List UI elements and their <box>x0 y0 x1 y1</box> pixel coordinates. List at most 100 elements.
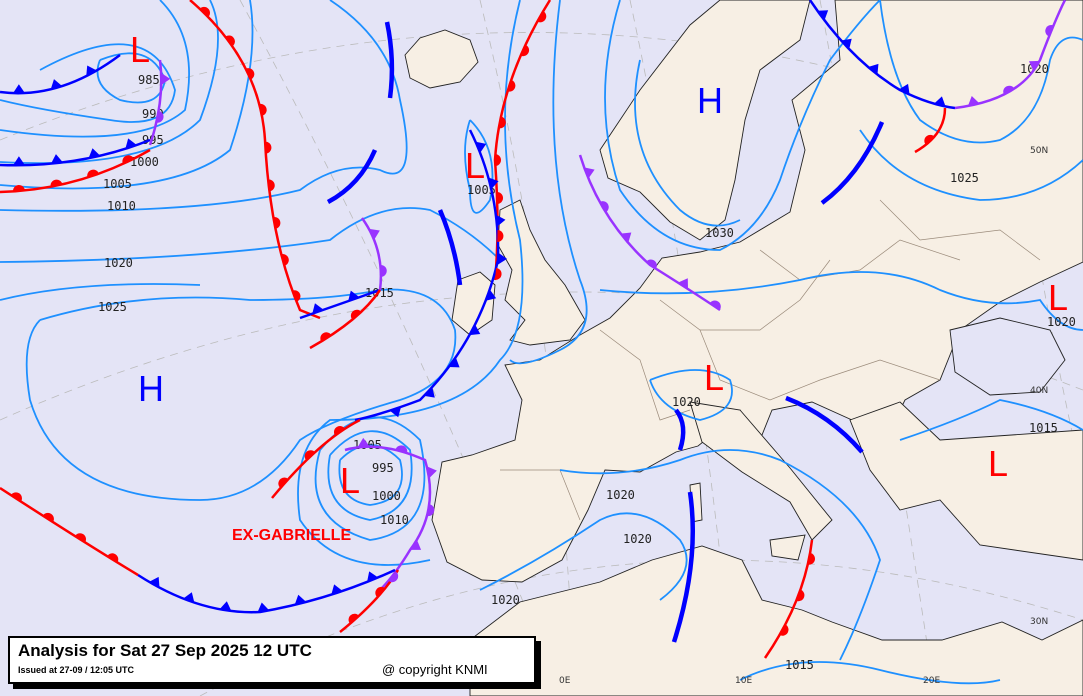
analysis-caption-box: Analysis for Sat 27 Sep 2025 12 UTC Issu… <box>8 636 536 684</box>
isobar-label: 1020 <box>1047 315 1076 329</box>
front-semicircle-symbol <box>388 571 399 583</box>
high-pressure-center: H <box>138 368 164 409</box>
front-semicircle-symbol <box>924 134 935 146</box>
front-semicircle-symbol <box>507 79 516 92</box>
occluded-front <box>360 217 383 291</box>
front-semicircle-symbol <box>496 191 504 204</box>
front-semicircle-symbol <box>199 6 210 18</box>
occluded-front <box>344 445 432 591</box>
front-triangle-symbol <box>677 278 688 290</box>
front-semicircle-symbol <box>395 445 408 453</box>
front-triangle-symbol <box>219 601 232 612</box>
front-triangle-symbol <box>88 148 101 159</box>
front-semicircle-symbol <box>12 185 25 192</box>
front-triangle-symbol <box>424 387 435 398</box>
front-semicircle-symbol <box>156 110 164 123</box>
trough-line <box>326 149 378 204</box>
front-triangle-symbol <box>367 571 379 583</box>
front-triangle-symbol <box>488 177 499 190</box>
low-pressure-center: L <box>704 357 724 398</box>
front-semicircle-symbol <box>498 116 506 129</box>
warm-front <box>763 539 814 659</box>
front-triangle-symbol <box>357 437 370 448</box>
front-triangle-symbol <box>331 584 343 595</box>
trough-line <box>674 408 686 451</box>
front-semicircle-symbol <box>87 169 99 178</box>
front-triangle-symbol <box>1028 60 1040 72</box>
high-pressure-center: H <box>697 80 723 121</box>
front-semicircle-symbol <box>494 154 501 167</box>
front-triangle-symbol <box>86 65 97 77</box>
isobar-label: 1010 <box>107 199 136 213</box>
front-triangle-symbol <box>161 72 171 85</box>
front-semicircle-symbol <box>1003 85 1015 95</box>
isobar-label: 1015 <box>1029 421 1058 435</box>
isobar-label: 1005 <box>467 183 496 197</box>
low-pressure-center: L <box>340 460 360 501</box>
front-triangle-symbol <box>817 10 829 21</box>
front-semicircle-symbol <box>709 300 721 310</box>
front-triangle-symbol <box>475 141 487 153</box>
isobar-label: 985 <box>138 73 160 87</box>
trough-line <box>820 121 885 205</box>
front-triangle-symbol <box>841 38 852 50</box>
front-triangle-symbol <box>868 63 879 75</box>
front-triangle-symbol <box>584 167 595 179</box>
lat-label: 50N <box>1030 146 1048 156</box>
front-semicircle-symbol <box>74 533 86 543</box>
front-semicircle-symbol <box>495 267 502 280</box>
front-triangle-symbol <box>12 84 25 94</box>
front-triangle-symbol <box>12 156 25 166</box>
graticule-labels: 50N 40N 30N 0E 10E 20E <box>559 146 1048 686</box>
front-semicircle-symbol <box>333 426 345 436</box>
front-semicircle-symbol <box>807 552 815 565</box>
trough-line <box>384 21 395 99</box>
front-semicircle-symbol <box>225 35 235 47</box>
front-triangle-symbol <box>294 594 307 605</box>
occluded-front <box>148 59 163 146</box>
trough-line <box>785 395 864 454</box>
warm-front <box>271 418 361 499</box>
isobar-label: 1030 <box>705 226 734 240</box>
warm-front <box>914 107 947 154</box>
lat-label: 40N <box>1030 386 1048 396</box>
lon-label: 0E <box>559 676 571 686</box>
front-semicircle-symbol <box>10 492 22 502</box>
front-triangle-symbol <box>312 303 324 314</box>
front-semicircle-symbol <box>122 155 134 164</box>
sicily <box>769 534 806 561</box>
front-triangle-symbol <box>469 324 481 336</box>
isobar-label: 1000 <box>130 155 159 169</box>
lon-label: 10E <box>735 676 752 686</box>
cold-front <box>137 568 396 614</box>
front-semicircle-symbol <box>497 229 504 242</box>
front-triangle-symbol <box>125 138 137 149</box>
front-triangle-symbol <box>497 252 508 265</box>
isobar-label: 1020 <box>672 395 701 409</box>
front-semicircle-symbol <box>273 217 281 229</box>
front-triangle-symbol <box>426 466 437 479</box>
isobar-label: 1005 <box>103 177 132 191</box>
scandinavia <box>599 0 811 241</box>
balkans-turkey <box>849 401 1083 561</box>
front-semicircle-symbol <box>320 332 332 342</box>
copyright-notice: @ copyright KNMI <box>382 662 488 677</box>
isobar-label: 995 <box>372 461 394 475</box>
storm-name-label: EX-GABRIELLE <box>232 527 351 544</box>
front-triangle-symbol <box>933 96 946 107</box>
front-triangle-symbol <box>410 539 422 550</box>
cold-front <box>354 129 500 422</box>
front-triangle-symbol <box>50 79 63 90</box>
front-semicircle-symbol <box>537 11 547 23</box>
front-semicircle-symbol <box>259 103 267 116</box>
front-semicircle-symbol <box>292 290 301 302</box>
front-semicircle-symbol <box>380 264 387 277</box>
front-semicircle-symbol <box>1045 24 1054 37</box>
front-triangle-symbol <box>620 232 632 243</box>
lat-label: 30N <box>1030 617 1048 627</box>
isobar-label: 1010 <box>380 513 409 527</box>
front-semicircle-symbol <box>348 613 360 624</box>
ireland <box>451 271 496 336</box>
